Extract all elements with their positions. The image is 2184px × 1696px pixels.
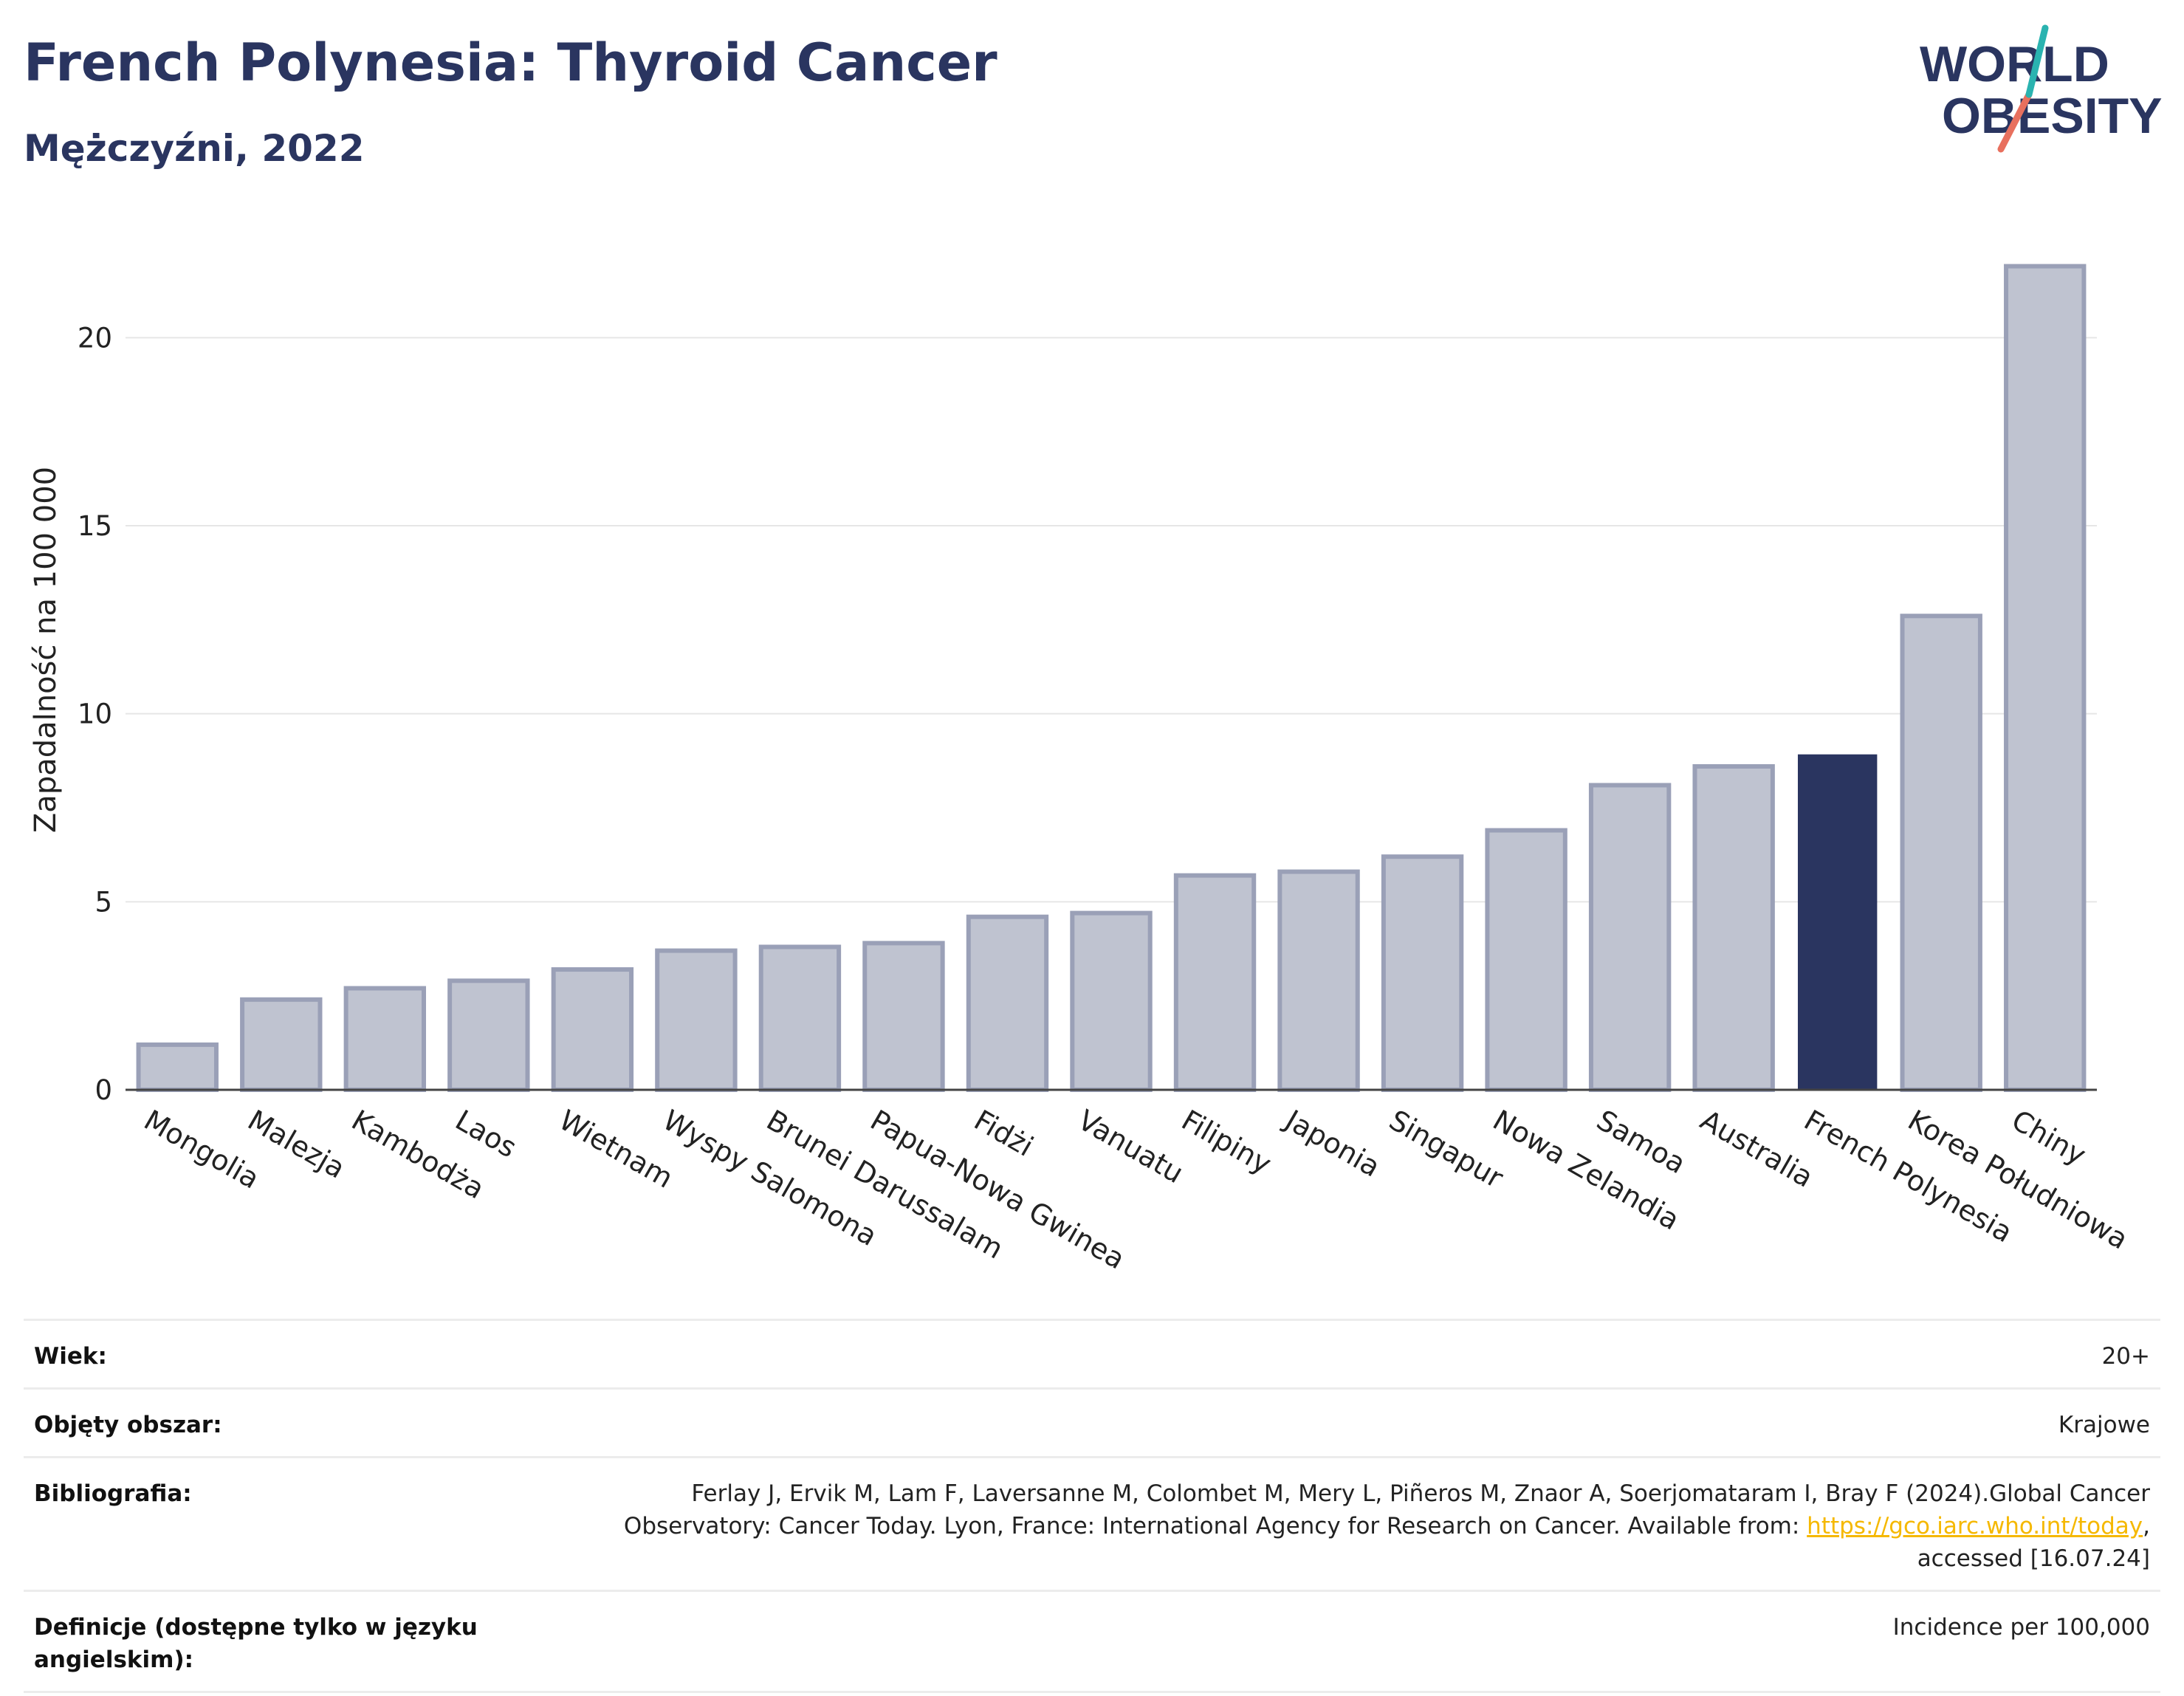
info-row-age: Wiek: 20+ <box>24 1319 2160 1387</box>
bar <box>136 1042 219 1093</box>
y-tick-label: 15 <box>78 510 112 542</box>
bar <box>1277 869 1360 1092</box>
bar <box>1797 754 1878 1091</box>
logo-line2: OBESITY <box>1942 88 2163 144</box>
bar <box>758 944 842 1093</box>
bibliography-comma: , <box>2143 1513 2150 1539</box>
bar <box>1900 614 1982 1092</box>
bar <box>551 967 634 1092</box>
bar <box>447 978 530 1092</box>
info-table: Wiek: 20+ Objęty obszar: Krajowe Bibliog… <box>24 1319 2160 1693</box>
area-value: Krajowe <box>2058 1412 2150 1438</box>
bibliography-line1: Ferlay J, Ervik M, Lam F, Laversanne M, … <box>691 1480 2150 1507</box>
bar <box>240 997 323 1093</box>
chart-title: French Polynesia: Thyroid Cancer <box>24 32 997 93</box>
world-obesity-logo: WORLD OBESITY <box>1920 24 2163 153</box>
bar <box>343 986 427 1092</box>
bibliography-line2: Observatory: Cancer Today. Lyon, France:… <box>623 1513 1807 1539</box>
y-tick-label: 5 <box>95 886 112 918</box>
source-link[interactable]: https://gco.iarc.who.int/today <box>1807 1513 2143 1539</box>
logo-line1: WORLD <box>1920 36 2109 92</box>
bar <box>1381 854 1464 1093</box>
x-tick-label: Australia <box>1695 1104 1819 1194</box>
x-tick-label: Wietnam <box>554 1104 679 1195</box>
bar <box>1485 828 1567 1093</box>
y-tick-label: 0 <box>95 1074 112 1106</box>
bibliography-value: Ferlay J, Ervik M, Lam F, Laversanne M, … <box>624 1477 2150 1575</box>
x-tick-label: Filipiny <box>1176 1104 1277 1181</box>
bar <box>862 941 945 1092</box>
bar <box>1173 873 1257 1093</box>
bar-layer <box>136 264 2087 1093</box>
y-tick-label: 10 <box>78 698 112 730</box>
bar <box>2004 264 2087 1092</box>
bibliography-line3: accessed [16.07.24] <box>1917 1545 2150 1572</box>
bibliography-label: Bibliografia: <box>34 1480 192 1507</box>
x-tick-label: Singapur <box>1384 1104 1509 1195</box>
age-value: 20+ <box>2101 1343 2150 1370</box>
info-row-bibliography: Bibliografia: Ferlay J, Ervik M, Lam F, … <box>24 1456 2160 1590</box>
definitions-label: Definicje (dostępne tylko w języku angie… <box>34 1614 478 1673</box>
logo-slash-teal <box>2025 24 2049 98</box>
y-axis-label: Zapadalność na 100 000 <box>29 467 63 833</box>
bar <box>1070 910 1153 1092</box>
x-tick-label: Laos <box>450 1104 522 1164</box>
x-tick-label: Vanuatu <box>1073 1104 1189 1189</box>
info-row-definitions: Definicje (dostępne tylko w języku angie… <box>24 1590 2160 1693</box>
bar <box>966 914 1049 1092</box>
x-tick-label: Nowa Zelandia <box>1488 1104 1685 1237</box>
bar <box>655 948 738 1092</box>
age-label: Wiek: <box>34 1343 107 1370</box>
definitions-value: Incidence per 100,000 <box>1892 1614 2150 1641</box>
x-tick-label: Fidżi <box>969 1104 1039 1163</box>
y-tick-label: 20 <box>78 322 112 354</box>
area-label: Objęty obszar: <box>34 1412 222 1438</box>
bar <box>1692 763 1775 1093</box>
x-tick-label: Japonia <box>1279 1103 1386 1184</box>
logo-slash-coral <box>1997 91 2033 153</box>
chart-subtitle: Mężczyźni, 2022 <box>24 127 365 170</box>
bar <box>1588 783 1672 1092</box>
info-row-area: Objęty obszar: Krajowe <box>24 1387 2160 1456</box>
x-tick-label: Mongolia <box>139 1104 265 1195</box>
